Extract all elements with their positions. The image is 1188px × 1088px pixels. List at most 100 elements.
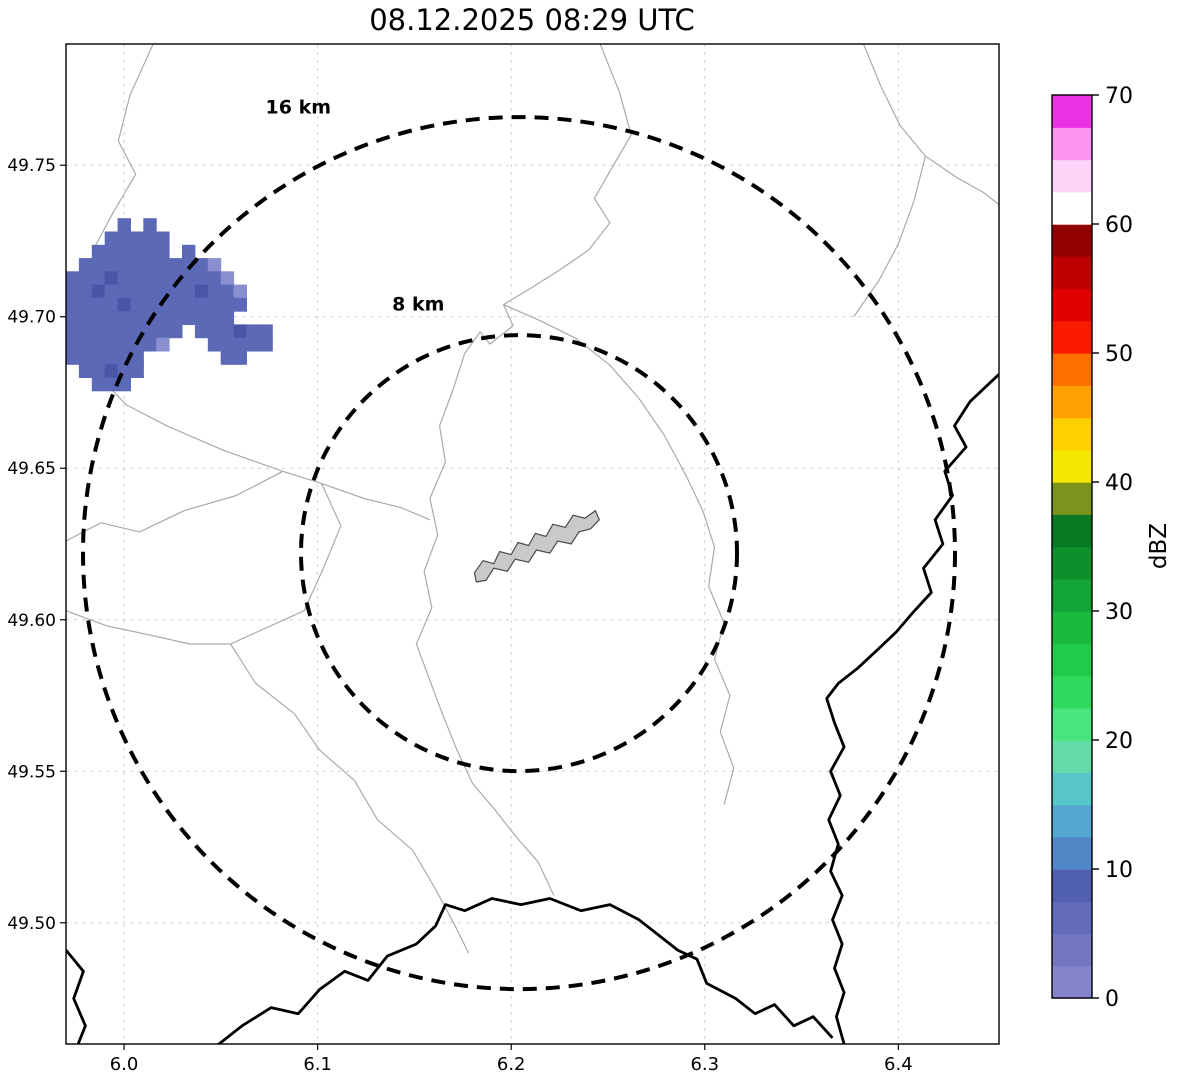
radar-echo-cell — [130, 311, 144, 325]
radar-echo-cell — [207, 297, 222, 312]
radar-echo-cell — [91, 377, 106, 392]
radar-echo-cell — [194, 311, 209, 325]
y-tick-label: 49.75 — [7, 156, 56, 176]
boundary-line-thin — [853, 155, 926, 318]
radar-echo-cell — [78, 364, 93, 378]
radar-echo-cell — [156, 271, 170, 286]
radar-echo-cell — [91, 244, 106, 259]
radar-echo-cell — [91, 324, 106, 339]
y-tick-label: 49.60 — [7, 611, 56, 631]
colorbar-segment — [1052, 191, 1092, 225]
radar-echo-cell — [130, 284, 144, 299]
y-tick-label: 49.70 — [7, 308, 56, 328]
colorbar-tick-label: 30 — [1105, 600, 1133, 625]
radar-echo-cell — [117, 311, 131, 325]
radar-echo-cell — [207, 271, 222, 286]
boundary-line-thin — [464, 44, 632, 354]
colorbar-segment — [1052, 707, 1092, 741]
radar-echo-cell — [143, 284, 157, 299]
radar-echo-cell — [143, 297, 157, 312]
colorbar-tick-label: 60 — [1105, 213, 1133, 238]
radar-echo-cell — [130, 271, 144, 286]
colorbar-segment — [1052, 772, 1092, 806]
radar-echo-cell — [259, 337, 273, 352]
radar-echo-cell — [104, 297, 119, 312]
radar-echo-cell — [169, 284, 183, 299]
radar-echo-cell — [66, 284, 80, 299]
radar-echo-cell — [169, 258, 183, 272]
colorbar-segment — [1052, 869, 1092, 902]
plot-frame — [65, 43, 1000, 1045]
radar-echo-cell — [246, 337, 260, 352]
colorbar-segment — [1052, 514, 1092, 548]
radar-echo-cell — [117, 271, 131, 286]
radar-echo-cell — [182, 244, 196, 259]
radar-echo-cell — [156, 337, 170, 352]
radar-echo-cell — [104, 244, 119, 259]
radar-echo-cell — [220, 351, 235, 365]
radar-echo-cell — [143, 231, 157, 246]
radar-echo-cell — [143, 271, 157, 286]
radar-echo-cell — [233, 351, 247, 365]
radar-echo-cell — [156, 324, 170, 339]
colorbar-segment — [1052, 288, 1092, 322]
radar-echo-cell — [130, 297, 144, 312]
radar-echo-cell — [91, 284, 106, 299]
radar-echo-cell — [104, 271, 119, 286]
radar-echo-cell — [130, 258, 144, 272]
colorbar-tick-label: 40 — [1105, 471, 1133, 496]
radar-echo-cell — [246, 324, 260, 339]
radar-echo-cell — [104, 231, 119, 246]
radar-echo-cell — [130, 364, 144, 378]
radar-echo-cell — [143, 258, 157, 272]
radar-echo-cell — [194, 271, 209, 286]
colorbar-segment — [1052, 353, 1092, 386]
radar-echo-cell — [220, 337, 235, 352]
radar-echo-cell — [104, 324, 119, 339]
range-ring-label: 8 km — [392, 294, 444, 316]
boundary-line-thin — [229, 483, 470, 954]
boundary-line-thin — [503, 304, 735, 805]
radar-echo-cell — [91, 258, 106, 272]
x-tick-label: 6.4 — [884, 1054, 913, 1075]
map-layer — [66, 44, 999, 1044]
radar-echo-cell — [78, 351, 93, 365]
radar-echo-cell — [104, 311, 119, 325]
radar-echo-cell — [169, 297, 183, 312]
radar-echo-cell — [143, 337, 157, 352]
colorbar-segment — [1052, 95, 1092, 128]
radar-echo-cell — [78, 258, 93, 272]
y-tick-label: 49.50 — [7, 914, 56, 934]
radar-echo-cell — [78, 297, 93, 312]
radar-echo-cell — [104, 364, 119, 378]
boundary-line-thin — [415, 352, 555, 896]
radar-echo-cell — [194, 284, 209, 299]
range-ring — [299, 333, 739, 774]
radar-echo-cell — [130, 244, 144, 259]
colorbar-segment — [1052, 675, 1092, 709]
colorbar-segment — [1052, 482, 1092, 515]
radar-echo-cell — [78, 311, 93, 325]
colorbar-tick-label: 10 — [1105, 858, 1133, 883]
colorbar-segment — [1052, 804, 1092, 838]
colorbar-tick-label: 50 — [1105, 342, 1133, 367]
precipitation-layer — [66, 218, 273, 392]
radar-echo-cell — [169, 324, 183, 339]
colorbar-label: dBZ — [1146, 523, 1172, 569]
radar-echo-cell — [156, 244, 170, 259]
colorbar: 0 10 20 30 40 50 60 70 — [1051, 84, 1133, 1012]
radar-echo-cell — [156, 231, 170, 246]
radar-echo-cell — [91, 297, 106, 312]
radar-echo-cell — [130, 351, 144, 365]
radar-echo-cell — [194, 258, 209, 272]
radar-echo-cell — [78, 271, 93, 286]
radar-echo-cell — [182, 297, 196, 312]
colorbar-segment — [1052, 965, 1092, 999]
colorbar-segment — [1052, 127, 1092, 161]
colorbar-segment — [1052, 740, 1092, 773]
radar-echo-cell — [104, 258, 119, 272]
colorbar-frame — [1051, 94, 1093, 999]
city-outline — [473, 509, 601, 583]
